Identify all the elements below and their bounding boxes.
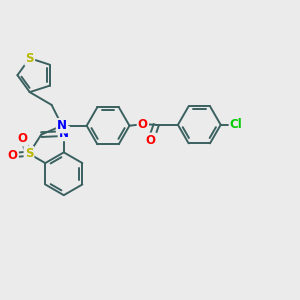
Text: O: O (8, 148, 18, 162)
Text: S: S (25, 147, 33, 160)
Text: O: O (138, 118, 148, 131)
Text: N: N (57, 119, 67, 132)
Text: N: N (59, 127, 69, 140)
Text: O: O (17, 132, 27, 146)
Text: S: S (26, 52, 34, 65)
Text: O: O (146, 134, 156, 147)
Text: Cl: Cl (230, 118, 243, 131)
